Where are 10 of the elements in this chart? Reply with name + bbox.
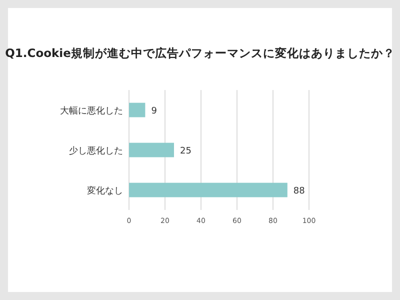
chart-title: Q1.Cookie規制が進む中で広告パフォーマンスに変化はありましたか？ (5, 46, 395, 60)
bar (129, 182, 288, 198)
bar (129, 142, 174, 158)
y-tick-label: 少し悪化した (69, 146, 123, 156)
data-label: 9 (151, 106, 158, 116)
data-label: 25 (180, 146, 192, 156)
y-tick-label: 大幅に悪化した (60, 106, 123, 116)
data-label: 88 (293, 186, 306, 196)
bar (129, 102, 146, 118)
y-tick-label: 変化なし (87, 186, 123, 196)
